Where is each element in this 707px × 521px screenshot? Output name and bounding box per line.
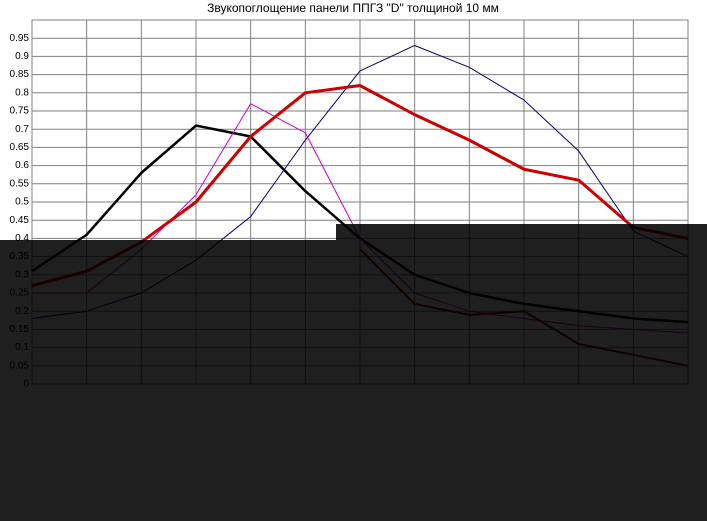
y-tick-label: 0.8	[15, 87, 29, 98]
chart-title: Звукопоглощение панели ППГЗ "D" толщиной…	[207, 1, 499, 15]
y-tick-label: 0.45	[10, 215, 30, 226]
y-tick-label: 0.7	[15, 124, 29, 135]
y-tick-label: 0.65	[10, 142, 30, 153]
y-tick-label: 0.6	[15, 160, 29, 171]
y-tick-label: 0.5	[15, 197, 29, 208]
y-tick-label: 0.4	[15, 233, 29, 244]
y-tick-label: 0.75	[10, 106, 30, 117]
y-tick-label: 0.85	[10, 69, 30, 80]
y-tick-label: 0.95	[10, 33, 30, 44]
dark-overlay	[0, 224, 707, 521]
y-tick-label: 0.55	[10, 178, 30, 189]
y-tick-label: 0.9	[15, 51, 29, 62]
